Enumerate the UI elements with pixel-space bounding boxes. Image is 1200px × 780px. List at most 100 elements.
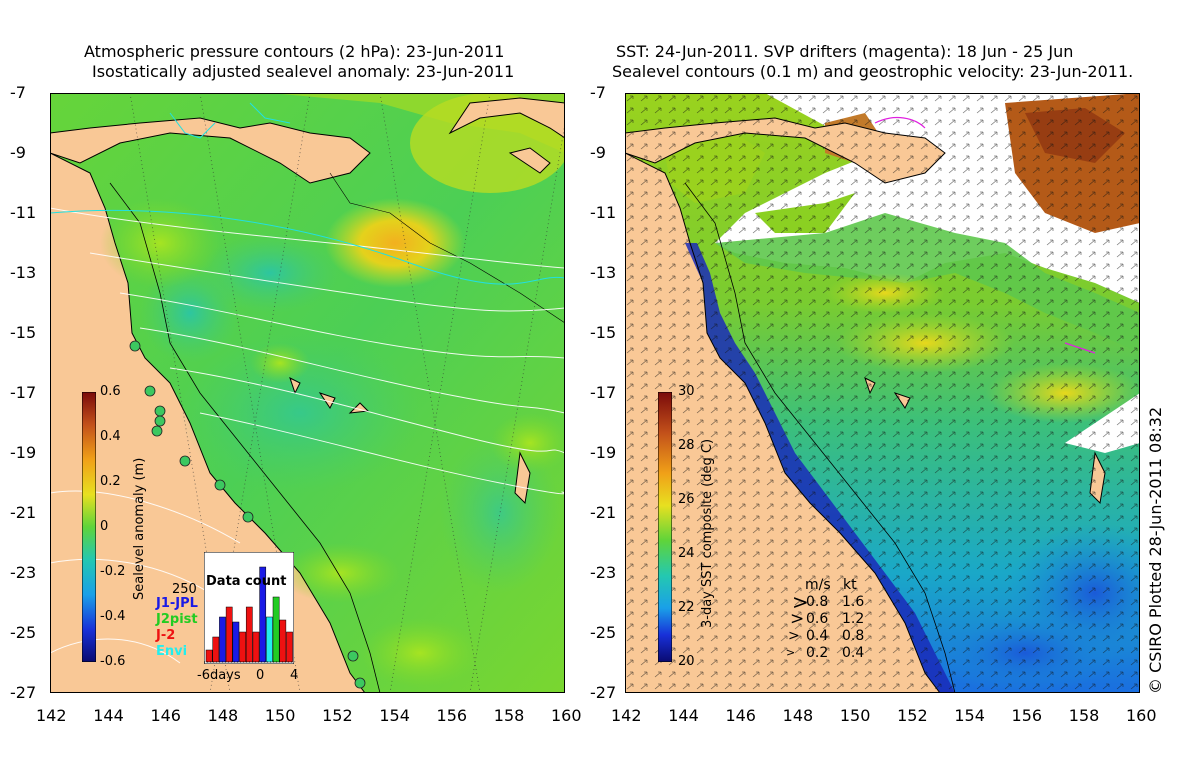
lon-tick-left: 160 <box>551 706 582 725</box>
legend-envi: Envi <box>156 644 188 659</box>
data-count-xtick-start: -6days <box>197 668 241 683</box>
sla-colorbar-label: Sealevel anomaly (m) <box>132 457 147 600</box>
left-title-line1: Atmospheric pressure contours (2 hPa): 2… <box>84 42 505 61</box>
sst-tick: 28 <box>678 438 695 453</box>
lon-tick-right: 150 <box>839 706 871 725</box>
histogram-bar <box>252 631 260 663</box>
velocity-header-ms: m/s <box>805 577 831 593</box>
lat-tick-left: -19 <box>10 443 37 462</box>
lon-tick-left: 146 <box>150 706 181 725</box>
lat-tick-left: -7 <box>10 83 26 102</box>
sst-tick: 26 <box>678 492 695 507</box>
lon-tick-right: 144 <box>668 706 699 725</box>
histogram-bar <box>259 566 267 663</box>
lon-tick-right: 154 <box>954 706 985 725</box>
velocity-ms-value: 0.4 <box>806 628 829 644</box>
lat-tick-left: -13 <box>10 263 37 282</box>
velocity-kt-value: 1.2 <box>842 611 865 627</box>
lat-tick-right: -17 <box>590 383 617 402</box>
left-title-line2: Isostatically adjusted sealevel anomaly:… <box>92 62 515 81</box>
lon-tick-right: 146 <box>725 706 756 725</box>
credit-text: © CSIRO Plotted 28-Jun-2011 08:32 <box>1146 406 1165 694</box>
lon-tick-left: 154 <box>379 706 410 725</box>
right-title-line1: SST: 24-Jun-2011. SVP drifters (magenta)… <box>616 42 1074 61</box>
sla-tick: 0 <box>100 519 109 534</box>
velocity-ms-value: 0.8 <box>806 594 829 610</box>
lat-tick-right: -11 <box>590 203 617 222</box>
velocity-arrow-icon: > <box>788 628 800 644</box>
velocity-kt-value: 1.6 <box>842 594 865 610</box>
histogram-bar <box>266 616 273 663</box>
lat-tick-left: -9 <box>10 143 26 162</box>
lon-tick-left: 152 <box>322 706 353 725</box>
sla-tick: 0.6 <box>100 384 121 399</box>
lat-tick-right: -27 <box>590 683 617 702</box>
histogram-bar <box>286 631 293 663</box>
lon-tick-left: 148 <box>207 706 239 725</box>
histogram-bar <box>245 606 253 663</box>
lat-tick-right: -23 <box>590 563 617 582</box>
velocity-ms-value: 0.2 <box>806 645 829 661</box>
lat-tick-right: -13 <box>590 263 617 282</box>
lon-tick-left: 150 <box>264 706 296 725</box>
data-count-histogram <box>204 552 294 664</box>
lat-tick-left: -11 <box>10 203 37 222</box>
histogram-bar <box>212 636 220 663</box>
lat-tick-left: -23 <box>10 563 37 582</box>
lon-tick-left: 156 <box>436 706 468 725</box>
histogram-bar <box>279 619 287 663</box>
lat-tick-left: -25 <box>10 623 37 642</box>
lon-tick-right: 152 <box>897 706 928 725</box>
histogram-bar <box>232 621 240 663</box>
sealevel-anomaly-map <box>50 93 565 693</box>
lat-tick-right: -25 <box>590 623 617 642</box>
histogram-bar <box>239 631 246 663</box>
sst-tick: 20 <box>678 654 695 669</box>
sst-tick: 24 <box>678 546 695 561</box>
lat-tick-right: -19 <box>590 443 617 462</box>
lon-tick-right: 148 <box>782 706 814 725</box>
sst-tick: 30 <box>678 384 695 399</box>
lat-tick-left: -27 <box>10 683 37 702</box>
sla-tick: -0.4 <box>100 609 126 624</box>
lon-tick-right: 158 <box>1068 706 1100 725</box>
data-count-title: Data count <box>206 574 287 589</box>
sst-tick: 22 <box>678 600 695 615</box>
histogram-bar <box>219 616 226 663</box>
lon-tick-right: 160 <box>1126 706 1157 725</box>
lon-tick-left: 158 <box>493 706 525 725</box>
lat-tick-right: -15 <box>590 323 617 342</box>
sst-map <box>625 93 1140 693</box>
legend-j-2: J-2 <box>156 628 176 643</box>
right-title-line2: Sealevel contours (0.1 m) and geostrophi… <box>612 62 1134 81</box>
lat-tick-right: -7 <box>590 83 606 102</box>
lat-tick-left: -15 <box>10 323 37 342</box>
velocity-arrow-icon: > <box>792 590 809 614</box>
sst-colorbar <box>658 392 672 662</box>
lat-tick-left: -17 <box>10 383 37 402</box>
histogram-bar <box>272 596 280 663</box>
lon-tick-left: 142 <box>36 706 67 725</box>
sst-colorbar-label: 3-day SST composite (deg C) <box>700 438 715 628</box>
lon-tick-left: 144 <box>93 706 124 725</box>
legend-j2pist: J2pist <box>156 612 198 627</box>
lat-tick-left: -21 <box>10 503 37 522</box>
legend-j1-jpl: J1-JPL <box>156 596 198 611</box>
velocity-arrow-icon: > <box>790 609 805 629</box>
velocity-ms-value: 0.6 <box>806 611 829 627</box>
sla-tick: 0.4 <box>100 429 121 444</box>
velocity-kt-value: 0.4 <box>842 645 865 661</box>
lat-tick-right: -9 <box>590 143 606 162</box>
sla-tick: -0.2 <box>100 564 126 579</box>
sla-tick: -0.6 <box>100 654 126 669</box>
data-count-xtick-end: 4 <box>290 668 299 683</box>
data-count-max: 250 <box>172 582 197 597</box>
sla-tick: 0.2 <box>100 474 121 489</box>
histogram-bar <box>205 649 213 663</box>
velocity-kt-value: 0.8 <box>842 628 865 644</box>
data-count-xtick-zero: 0 <box>256 668 265 683</box>
histogram-bar <box>225 606 233 663</box>
velocity-arrow-icon: > <box>786 646 796 659</box>
lon-tick-right: 156 <box>1011 706 1043 725</box>
sla-colorbar <box>82 392 96 662</box>
